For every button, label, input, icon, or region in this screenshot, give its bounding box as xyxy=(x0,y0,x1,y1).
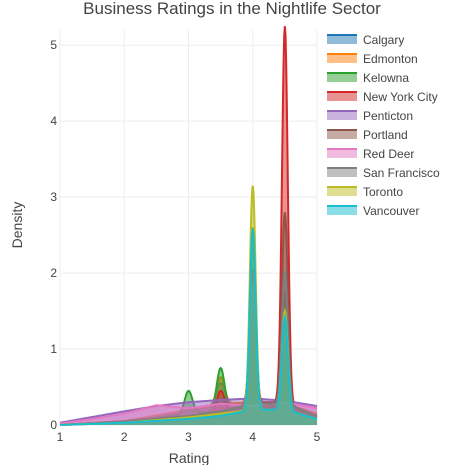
legend-item[interactable]: New York City xyxy=(327,90,438,104)
y-axis-title: Density xyxy=(9,202,25,249)
legend-item[interactable]: Portland xyxy=(327,128,408,142)
x-tick-label: 3 xyxy=(185,430,192,444)
series-line-4[interactable] xyxy=(59,397,318,424)
y-tick-label: 0 xyxy=(50,418,57,432)
legend-label: Penticton xyxy=(363,109,413,123)
legend-label: Vancouver xyxy=(363,204,419,218)
x-tick-label: 5 xyxy=(314,430,321,444)
legend-swatch xyxy=(327,149,357,158)
legend-item[interactable]: Calgary xyxy=(327,33,404,47)
x-tick-label: 2 xyxy=(121,430,128,444)
x-tick-label: 1 xyxy=(57,430,64,444)
legend-swatch xyxy=(327,35,357,44)
y-tick-label: 3 xyxy=(50,190,57,204)
legend-label: New York City xyxy=(363,90,438,104)
y-tick-label: 1 xyxy=(50,342,57,356)
y-tick-label: 2 xyxy=(50,266,57,280)
series-area-9[interactable] xyxy=(60,229,317,425)
legend-swatch xyxy=(327,73,357,82)
legend-item[interactable]: San Francisco xyxy=(327,166,440,180)
legend-item[interactable]: Penticton xyxy=(327,109,413,123)
x-axis-title: Rating xyxy=(169,450,209,465)
legend-label: Edmonton xyxy=(363,52,418,66)
series-line-9[interactable] xyxy=(59,228,318,426)
chart-title: Business Ratings in the Nightlife Sector xyxy=(83,0,381,18)
y-tick-label: 4 xyxy=(50,114,57,128)
legend-item[interactable]: Vancouver xyxy=(327,204,419,218)
legend-item[interactable]: Toronto xyxy=(327,185,403,199)
legend: Calgary Edmonton Kelowna New York City Penti… xyxy=(327,33,440,218)
legend-swatch xyxy=(327,187,357,196)
y-tick-label: 5 xyxy=(50,38,57,52)
legend-label: San Francisco xyxy=(363,166,440,180)
legend-label: Kelowna xyxy=(363,71,409,85)
legend-label: Red Deer xyxy=(363,147,414,161)
legend-label: Portland xyxy=(363,128,408,142)
legend-item[interactable]: Kelowna xyxy=(327,71,409,85)
legend-swatch xyxy=(327,92,357,101)
x-tick-label: 4 xyxy=(249,430,256,444)
legend-label: Toronto xyxy=(363,185,403,199)
series-areas xyxy=(59,26,318,426)
legend-swatch xyxy=(327,130,357,139)
legend-swatch xyxy=(327,54,357,63)
legend-label: Calgary xyxy=(363,33,404,47)
legend-swatch xyxy=(327,111,357,120)
legend-swatch xyxy=(327,168,357,177)
legend-swatch xyxy=(327,206,357,215)
legend-item[interactable]: Red Deer xyxy=(327,147,414,161)
legend-item[interactable]: Edmonton xyxy=(327,52,418,66)
